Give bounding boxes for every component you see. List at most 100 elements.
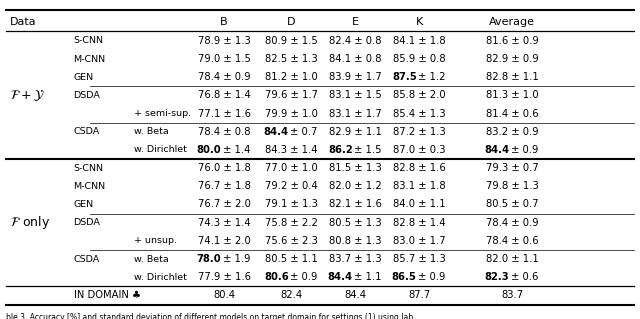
Text: 82.4: 82.4 — [280, 290, 302, 300]
Text: 86.5: 86.5 — [392, 272, 417, 282]
Text: 84.1 ± 0.8: 84.1 ± 0.8 — [329, 54, 381, 64]
Text: ± 0.6: ± 0.6 — [511, 272, 538, 282]
Text: S-CNN: S-CNN — [74, 36, 104, 45]
Text: GEN: GEN — [74, 73, 93, 82]
Text: 85.7 ± 1.3: 85.7 ± 1.3 — [393, 254, 445, 264]
Text: w. Dirichlet: w. Dirichlet — [134, 145, 188, 154]
Text: 76.8 ± 1.4: 76.8 ± 1.4 — [198, 90, 250, 100]
Text: 82.4 ± 0.8: 82.4 ± 0.8 — [329, 36, 381, 46]
Text: 79.3 ± 0.7: 79.3 ± 0.7 — [486, 163, 538, 173]
Text: ± 0.7: ± 0.7 — [290, 127, 317, 137]
Text: Average: Average — [489, 17, 535, 27]
Text: 74.3 ± 1.4: 74.3 ± 1.4 — [198, 218, 250, 228]
Text: M-CNN: M-CNN — [74, 55, 106, 63]
Text: 87.0 ± 0.3: 87.0 ± 0.3 — [393, 145, 445, 155]
Text: 83.7 ± 1.3: 83.7 ± 1.3 — [329, 254, 381, 264]
Text: 78.4 ± 0.8: 78.4 ± 0.8 — [198, 127, 250, 137]
Text: w. Dirichlet: w. Dirichlet — [134, 273, 188, 282]
Text: 84.4: 84.4 — [328, 272, 353, 282]
Text: 83.7: 83.7 — [501, 290, 523, 300]
Text: 79.6 ± 1.7: 79.6 ± 1.7 — [265, 90, 317, 100]
Text: 79.0 ± 1.5: 79.0 ± 1.5 — [198, 54, 250, 64]
Text: 80.5 ± 1.1: 80.5 ± 1.1 — [265, 254, 317, 264]
Text: 84.1 ± 1.8: 84.1 ± 1.8 — [393, 36, 445, 46]
Text: M-CNN: M-CNN — [74, 182, 106, 191]
Text: 79.9 ± 1.0: 79.9 ± 1.0 — [265, 108, 317, 119]
Text: 83.0 ± 1.7: 83.0 ± 1.7 — [393, 236, 445, 246]
Text: w. Beta: w. Beta — [134, 255, 169, 263]
Text: 77.9 ± 1.6: 77.9 ± 1.6 — [198, 272, 250, 282]
Text: 80.9 ± 1.5: 80.9 ± 1.5 — [265, 36, 317, 46]
Text: 76.0 ± 1.8: 76.0 ± 1.8 — [198, 163, 250, 173]
Text: 82.8 ± 1.4: 82.8 ± 1.4 — [393, 218, 445, 228]
Text: IN DOMAIN ♣: IN DOMAIN ♣ — [74, 290, 141, 300]
Text: 84.4: 84.4 — [264, 127, 289, 137]
Text: 84.4: 84.4 — [484, 145, 509, 155]
Text: $\mathcal{F}+\mathcal{Y}$: $\mathcal{F}+\mathcal{Y}$ — [10, 88, 45, 103]
Text: 78.4 ± 0.9: 78.4 ± 0.9 — [486, 218, 538, 228]
Text: 83.1 ± 1.8: 83.1 ± 1.8 — [393, 181, 445, 191]
Text: + unsup.: + unsup. — [134, 236, 177, 245]
Text: 87.2 ± 1.3: 87.2 ± 1.3 — [393, 127, 445, 137]
Text: ± 1.4: ± 1.4 — [223, 145, 250, 155]
Text: 81.6 ± 0.9: 81.6 ± 0.9 — [486, 36, 538, 46]
Text: GEN: GEN — [74, 200, 93, 209]
Text: 82.5 ± 1.3: 82.5 ± 1.3 — [265, 54, 317, 64]
Text: 84.0 ± 1.1: 84.0 ± 1.1 — [393, 199, 445, 210]
Text: 82.8 ± 1.6: 82.8 ± 1.6 — [393, 163, 445, 173]
Text: ble 3. Accuracy [%] and standard deviation of different models on target domain : ble 3. Accuracy [%] and standard deviati… — [6, 313, 413, 319]
Text: 75.6 ± 2.3: 75.6 ± 2.3 — [265, 236, 317, 246]
Text: 82.0 ± 1.1: 82.0 ± 1.1 — [486, 254, 538, 264]
Text: 74.1 ± 2.0: 74.1 ± 2.0 — [198, 236, 250, 246]
Text: 78.4 ± 0.6: 78.4 ± 0.6 — [486, 236, 538, 246]
Text: 83.2 ± 0.9: 83.2 ± 0.9 — [486, 127, 538, 137]
Text: CSDA: CSDA — [74, 255, 100, 263]
Text: 81.5 ± 1.3: 81.5 ± 1.3 — [329, 163, 381, 173]
Text: 78.9 ± 1.3: 78.9 ± 1.3 — [198, 36, 250, 46]
Text: 80.5 ± 0.7: 80.5 ± 0.7 — [486, 199, 538, 210]
Text: 76.7 ± 2.0: 76.7 ± 2.0 — [198, 199, 250, 210]
Text: 80.8 ± 1.3: 80.8 ± 1.3 — [329, 236, 381, 246]
Text: 84.4: 84.4 — [344, 290, 366, 300]
Text: 81.4 ± 0.6: 81.4 ± 0.6 — [486, 108, 538, 119]
Text: 84.3 ± 1.4: 84.3 ± 1.4 — [265, 145, 317, 155]
Text: 76.7 ± 1.8: 76.7 ± 1.8 — [198, 181, 250, 191]
Text: 85.8 ± 2.0: 85.8 ± 2.0 — [393, 90, 445, 100]
Text: 80.4: 80.4 — [213, 290, 235, 300]
Text: B: B — [220, 17, 228, 27]
Text: w. Beta: w. Beta — [134, 127, 169, 136]
Text: 82.9 ± 0.9: 82.9 ± 0.9 — [486, 54, 538, 64]
Text: 79.8 ± 1.3: 79.8 ± 1.3 — [486, 181, 538, 191]
Text: 77.1 ± 1.6: 77.1 ± 1.6 — [198, 108, 250, 119]
Text: Data: Data — [10, 17, 36, 27]
Text: 83.1 ± 1.7: 83.1 ± 1.7 — [329, 108, 381, 119]
Text: 80.5 ± 1.3: 80.5 ± 1.3 — [329, 218, 381, 228]
Text: 85.4 ± 1.3: 85.4 ± 1.3 — [393, 108, 445, 119]
Text: ± 1.1: ± 1.1 — [354, 272, 381, 282]
Text: 85.9 ± 0.8: 85.9 ± 0.8 — [393, 54, 445, 64]
Text: 83.1 ± 1.5: 83.1 ± 1.5 — [329, 90, 381, 100]
Text: 78.4 ± 0.9: 78.4 ± 0.9 — [198, 72, 250, 82]
Text: 83.9 ± 1.7: 83.9 ± 1.7 — [329, 72, 381, 82]
Text: DSDA: DSDA — [74, 91, 100, 100]
Text: K: K — [415, 17, 423, 27]
Text: 82.9 ± 1.1: 82.9 ± 1.1 — [329, 127, 381, 137]
Text: E: E — [352, 17, 358, 27]
Text: 82.8 ± 1.1: 82.8 ± 1.1 — [486, 72, 538, 82]
Text: ± 0.9: ± 0.9 — [290, 272, 317, 282]
Text: 78.0: 78.0 — [197, 254, 221, 264]
Text: ± 1.5: ± 1.5 — [354, 145, 381, 155]
Text: 87.7: 87.7 — [408, 290, 430, 300]
Text: $\mathcal{F}$ only: $\mathcal{F}$ only — [10, 214, 50, 231]
Text: 82.3: 82.3 — [485, 272, 509, 282]
Text: 82.1 ± 1.6: 82.1 ± 1.6 — [329, 199, 381, 210]
Text: ± 1.9: ± 1.9 — [223, 254, 250, 264]
Text: 87.5: 87.5 — [392, 72, 417, 82]
Text: S-CNN: S-CNN — [74, 164, 104, 173]
Text: 80.0: 80.0 — [197, 145, 221, 155]
Text: 82.0 ± 1.2: 82.0 ± 1.2 — [329, 181, 381, 191]
Text: 80.6: 80.6 — [264, 272, 289, 282]
Text: 77.0 ± 1.0: 77.0 ± 1.0 — [265, 163, 317, 173]
Text: ± 0.9: ± 0.9 — [418, 272, 445, 282]
Text: ± 0.9: ± 0.9 — [511, 145, 538, 155]
